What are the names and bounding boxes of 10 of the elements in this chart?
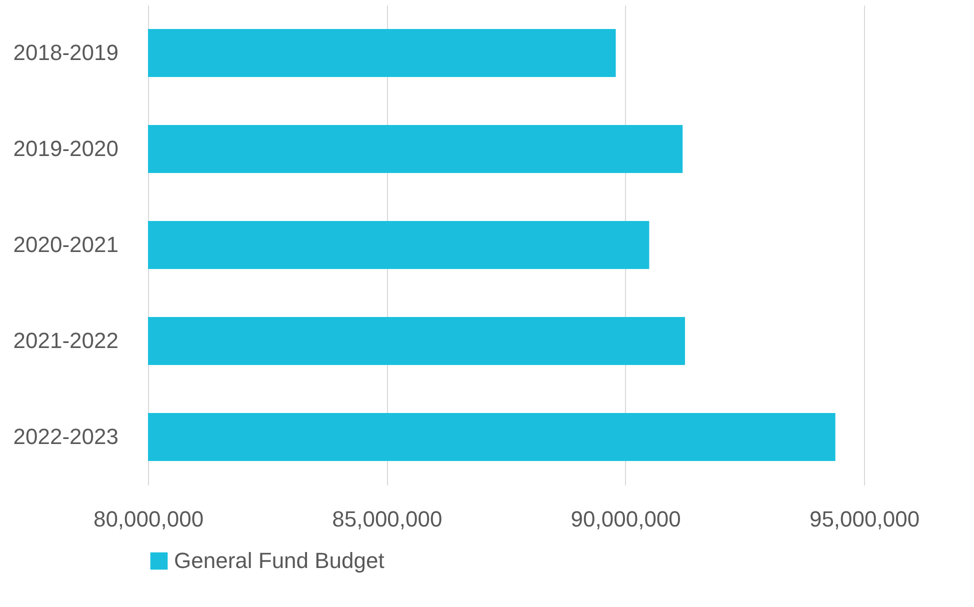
- y-tick-label: 2020-2021: [13, 232, 118, 257]
- x-tick-label: 85,000,000: [332, 506, 442, 532]
- legend-label: General Fund Budget: [174, 548, 384, 573]
- x-tick-label: 80,000,000: [93, 506, 204, 532]
- x-tick-label: 90,000,000: [570, 506, 681, 532]
- x-tick-label: 95,000,000: [809, 506, 920, 532]
- y-tick-label: 2022-2023: [13, 424, 118, 449]
- y-tick-label: 2019-2020: [13, 136, 118, 161]
- y-tick-label: 2021-2022: [13, 328, 118, 353]
- y-tick-label: 2018-2019: [13, 40, 118, 65]
